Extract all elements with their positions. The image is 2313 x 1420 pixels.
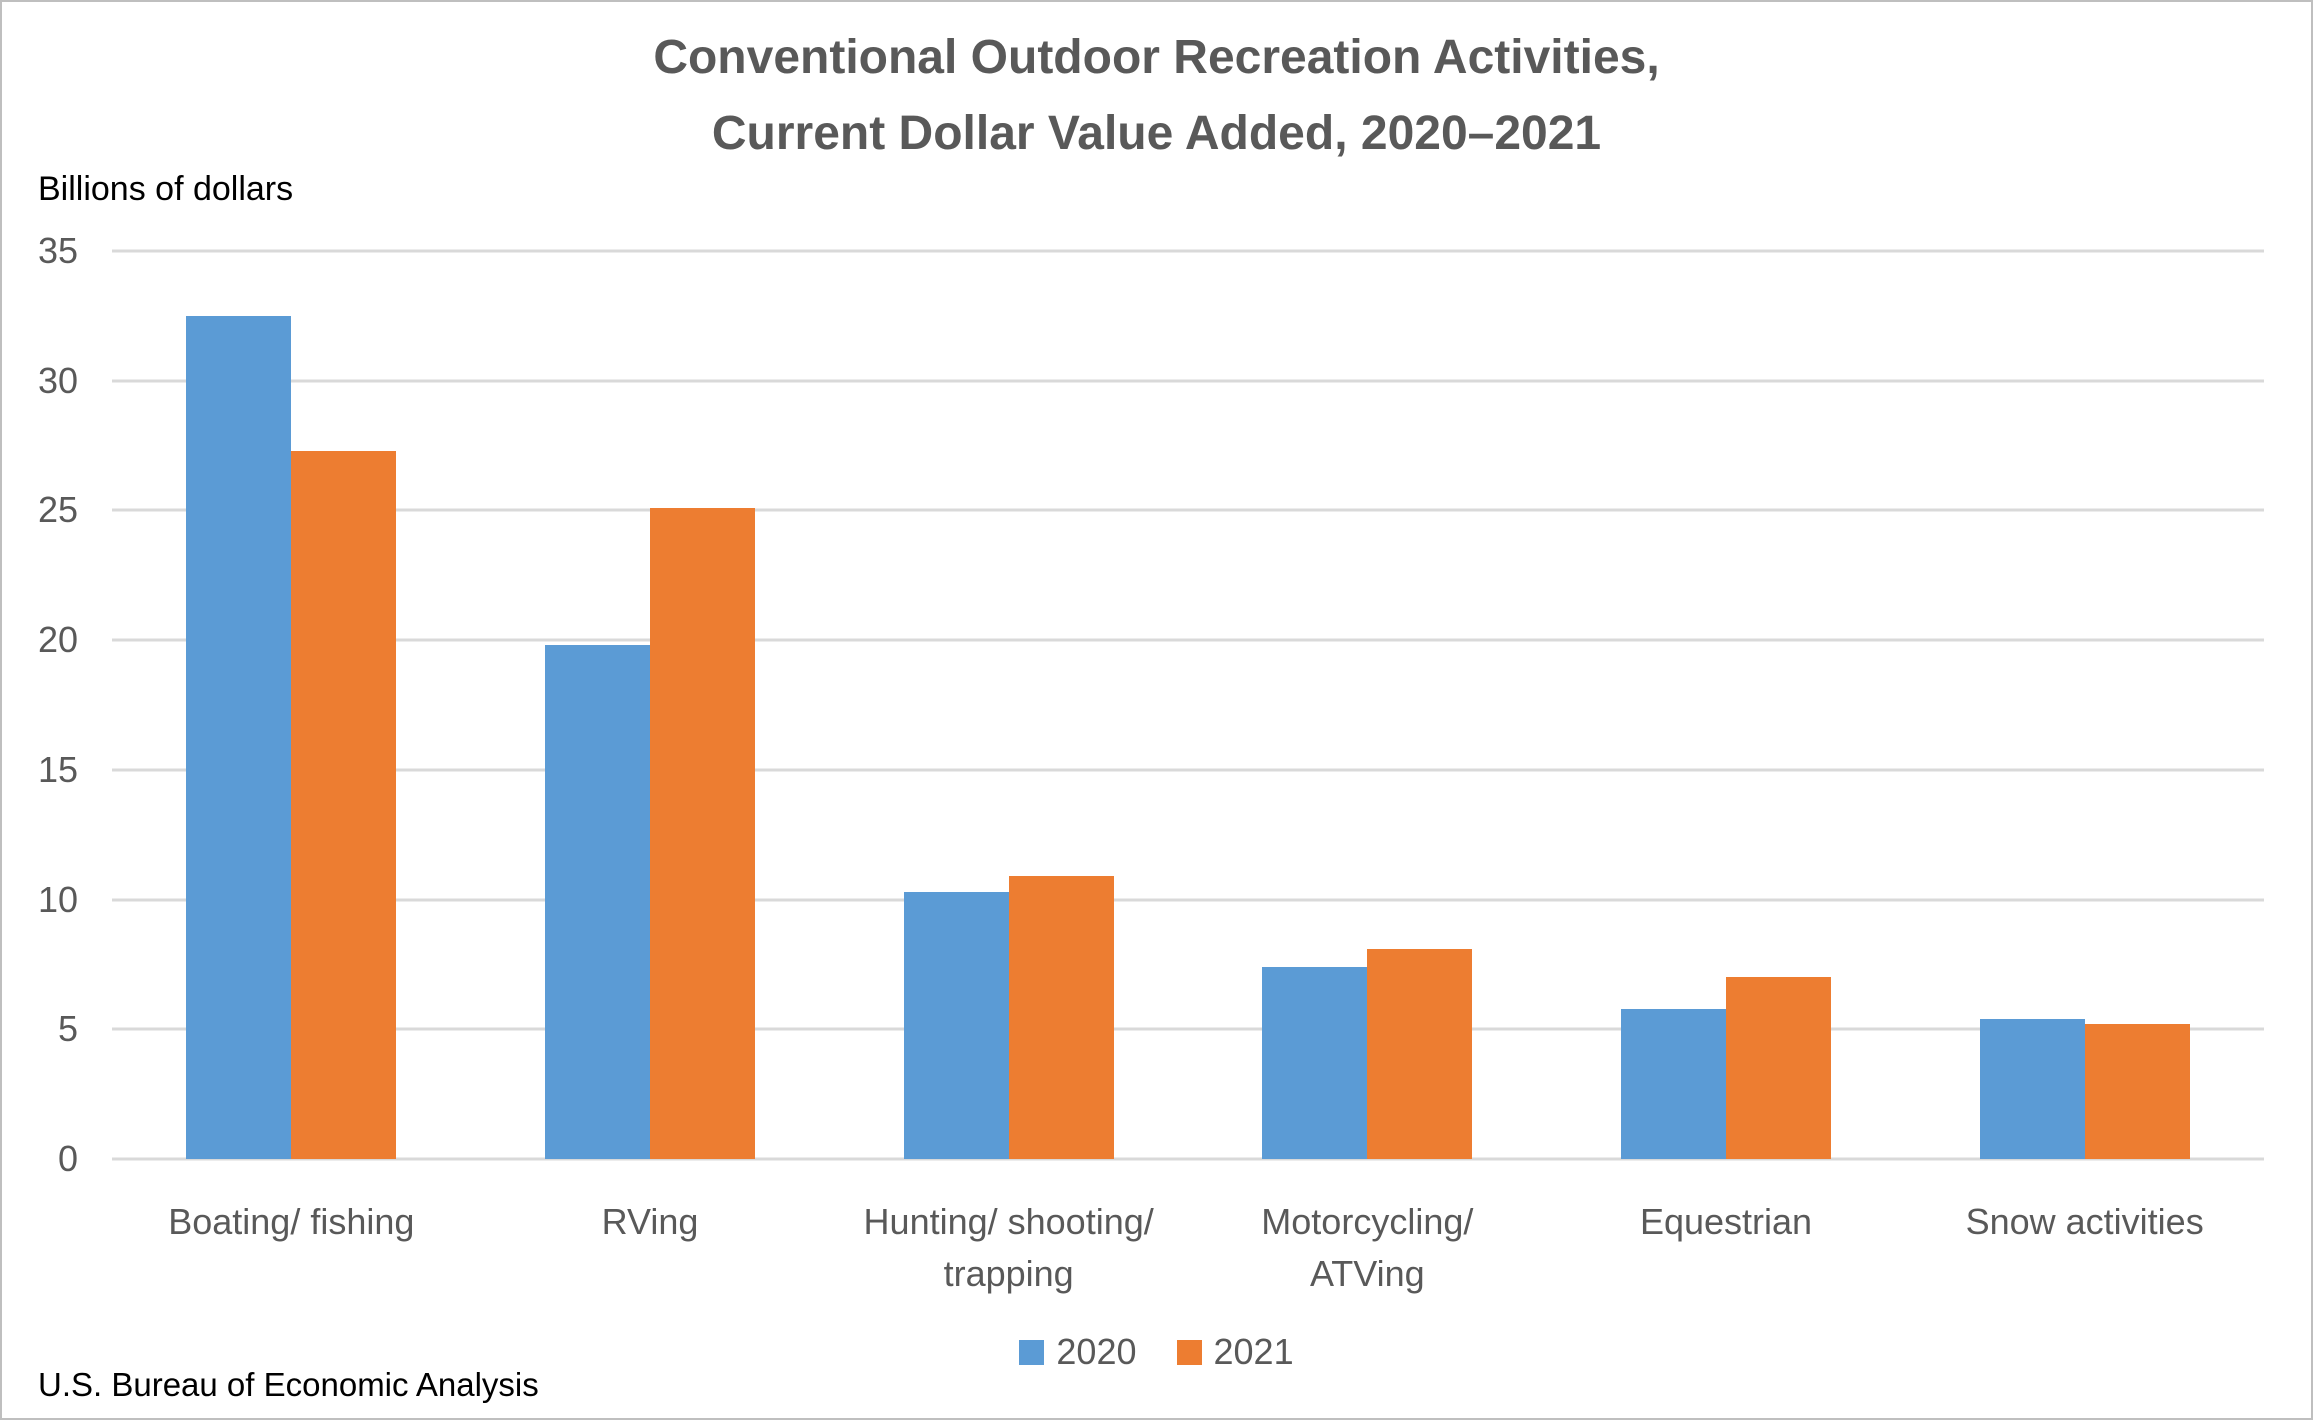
y-tick-label-35: 35 xyxy=(37,230,78,271)
gridline-y-35 xyxy=(112,249,2264,253)
bar-2020-motorcycling-atving xyxy=(1262,967,1368,1159)
chart-title: Conventional Outdoor Recreation Activiti… xyxy=(2,20,2311,172)
gridline-y-0 xyxy=(112,1157,2264,1161)
gridline-y-25 xyxy=(112,508,2264,512)
legend-label-2021: 2021 xyxy=(1213,1331,1294,1372)
bar-2020-equestrian xyxy=(1621,1009,1726,1159)
y-axis-unit-label: Billions of dollars xyxy=(38,170,294,208)
gridline-y-30 xyxy=(112,379,2264,383)
category-label-motorcycling-atving: Motorcycling/ATVing xyxy=(1167,1196,1567,1300)
y-tick-label-25: 25 xyxy=(37,489,78,531)
y-tick-label-15: 15 xyxy=(37,748,78,790)
y-tick-label-0: 0 xyxy=(57,1138,78,1179)
source-credit: U.S. Bureau of Economic Analysis xyxy=(38,1366,539,1403)
y-tick-label-5: 5 xyxy=(57,1008,78,1050)
chart-title-line-2: Current Dollar Value Added, 2020–2021 xyxy=(711,107,1602,160)
y-tick-label-30: 30 xyxy=(37,359,78,401)
bar-2020-hunting-shooting-trapping xyxy=(903,892,1009,1159)
gridline-y-10 xyxy=(112,898,2264,902)
category-label-equestrian: Equestrian xyxy=(1526,1196,1926,1248)
category-label-line: ATVing xyxy=(1309,1253,1425,1294)
category-label-line: RVing xyxy=(601,1201,699,1242)
bar-2021-rving xyxy=(650,508,755,1159)
bar-2020-rving xyxy=(545,645,650,1159)
bar-2021-boating-fishing xyxy=(291,451,397,1159)
category-label-line: Hunting/ shooting/ xyxy=(863,1201,1154,1242)
bar-2021-equestrian xyxy=(1726,977,1831,1159)
legend-label-2020: 2020 xyxy=(1056,1331,1137,1372)
category-label-line: trapping xyxy=(943,1253,1074,1294)
category-label-snow-activities: Snow activities xyxy=(1885,1196,2285,1248)
gridline-y-5 xyxy=(112,1027,2264,1031)
bar-2021-snow-activities xyxy=(2084,1024,2190,1159)
legend-item-2020: 2020 xyxy=(1019,1331,1137,1372)
category-label-line: Motorcycling/ xyxy=(1261,1201,1474,1242)
gridline-y-15 xyxy=(112,768,2264,772)
bar-2020-boating-fishing xyxy=(186,316,292,1159)
bar-2021-motorcycling-atving xyxy=(1367,949,1473,1159)
chart-legend: 2020 2021 xyxy=(2,1334,2311,1370)
y-tick-label-20: 20 xyxy=(37,619,78,661)
bar-2020-snow-activities xyxy=(1979,1019,2085,1159)
chart-title-line-1: Conventional Outdoor Recreation Activiti… xyxy=(653,31,1660,84)
legend-swatch-2021 xyxy=(1176,1339,1202,1365)
category-label-line: Snow activities xyxy=(1965,1201,2204,1242)
category-label-rving: RVing xyxy=(450,1196,850,1248)
category-label-hunting-shooting-trapping: Hunting/ shooting/trapping xyxy=(809,1196,1209,1300)
category-label-boating-fishing: Boating/ fishing xyxy=(91,1196,491,1248)
gridline-y-20 xyxy=(112,638,2264,642)
category-label-line: Equestrian xyxy=(1639,1201,1813,1242)
category-label-line: Boating/ fishing xyxy=(168,1201,415,1242)
y-tick-label-10: 10 xyxy=(37,878,78,920)
bar-2021-hunting-shooting-trapping xyxy=(1008,876,1114,1159)
legend-swatch-2020 xyxy=(1019,1339,1045,1365)
legend-item-2021: 2021 xyxy=(1176,1331,1294,1372)
